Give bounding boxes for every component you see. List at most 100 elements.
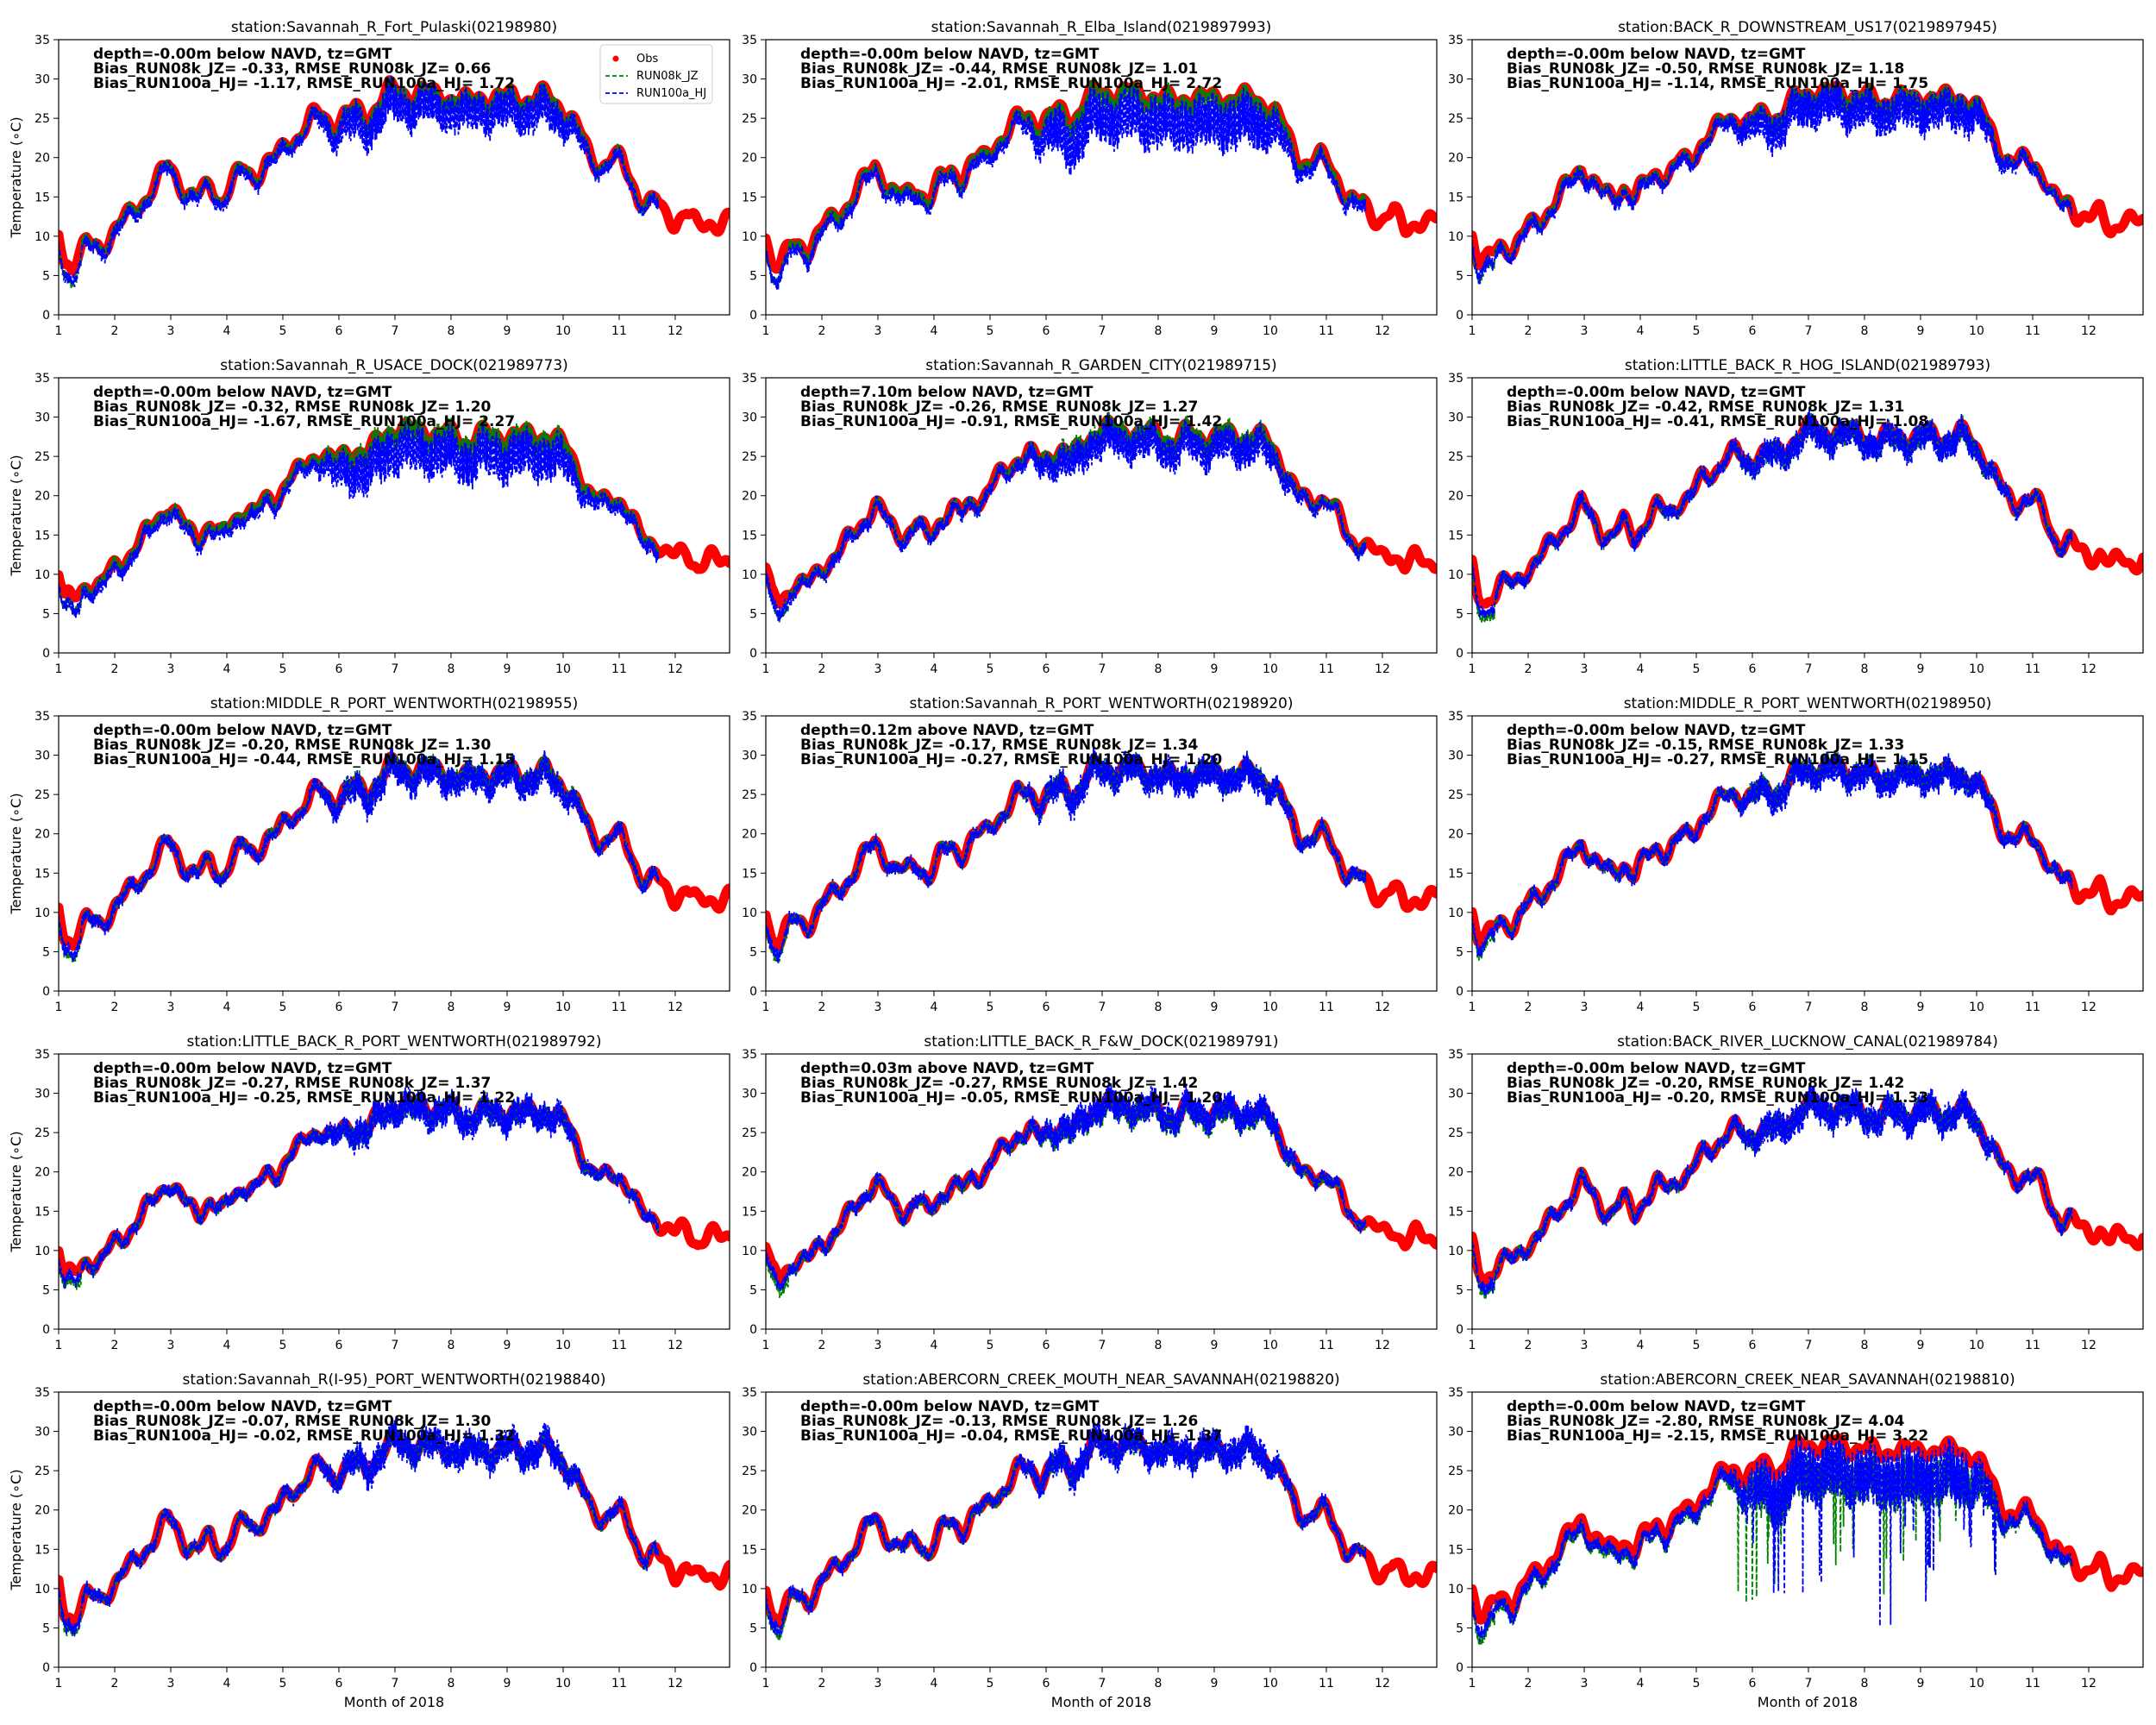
y-tick-label: 10 — [34, 1583, 50, 1596]
stats-annotation: Bias_RUN08k_JZ= -0.26, RMSE_RUN08k_JZ= 1… — [800, 398, 1198, 416]
axes-frame — [1471, 39, 2144, 316]
axes-frame — [765, 377, 1438, 654]
stats-annotation: Bias_RUN100a_HJ= -0.27, RMSE_RUN100a_HJ=… — [1507, 751, 1928, 768]
x-tick-label: 8 — [1861, 1000, 1869, 1014]
y-tick-label: 0 — [42, 647, 50, 661]
plot-area — [59, 416, 730, 619]
x-tick-label: 8 — [1861, 324, 1869, 338]
x-tick-label: 10 — [1263, 1677, 1278, 1690]
x-tick-label: 5 — [1693, 662, 1701, 676]
stats-annotation: Bias_RUN100a_HJ= -2.15, RMSE_RUN100a_HJ=… — [1507, 1427, 1928, 1445]
y-tick-label: 5 — [1456, 945, 1463, 959]
x-tick-label: 7 — [392, 1677, 399, 1690]
y-tick-label: 30 — [34, 73, 50, 87]
axes-frame — [765, 1053, 1438, 1330]
plot-area — [59, 1086, 730, 1290]
y-tick-label: 15 — [742, 1205, 757, 1219]
y-tick-label: 30 — [34, 1426, 50, 1440]
x-tick-label: 7 — [1805, 1000, 1813, 1014]
x-tick-label: 2 — [111, 1339, 119, 1352]
y-tick-label: 25 — [742, 788, 757, 802]
y-tick-label: 15 — [34, 1543, 50, 1557]
x-tick-label: 8 — [1155, 662, 1163, 676]
x-tick-label: 7 — [1099, 324, 1106, 338]
y-tick-label: 0 — [42, 309, 50, 323]
panel: station:BACK_RIVER_LUCKNOW_CANAL(0219897… — [1448, 1033, 2144, 1352]
y-tick-label: 0 — [1456, 1661, 1463, 1675]
x-tick-label: 3 — [1581, 324, 1589, 338]
y-tick-label: 0 — [42, 1323, 50, 1337]
plot-area — [766, 1420, 1437, 1641]
plot-area — [59, 75, 730, 289]
plot-area — [59, 1419, 730, 1638]
y-tick-label: 10 — [34, 1245, 50, 1258]
y-tick-label: 25 — [1448, 112, 1463, 126]
x-tick-label: 12 — [667, 1339, 683, 1352]
x-tick-label: 8 — [448, 1000, 455, 1014]
series-run100a-hj — [766, 746, 1367, 963]
y-tick-label: 25 — [1448, 450, 1463, 464]
x-tick-label: 10 — [1969, 1339, 1984, 1352]
x-tick-label: 5 — [987, 1677, 994, 1690]
y-tick-label: 5 — [1456, 1283, 1463, 1297]
x-tick-label: 12 — [667, 1677, 683, 1690]
x-tick-label: 6 — [335, 1000, 343, 1014]
panel-title: station:BACK_RIVER_LUCKNOW_CANAL(0219897… — [1617, 1033, 1998, 1051]
y-tick-label: 25 — [1448, 1465, 1463, 1478]
y-tick-label: 5 — [42, 1622, 50, 1635]
series-run100a-hj — [766, 412, 1367, 622]
stats-annotation: depth=-0.00m below NAVD, tz=GMT — [1507, 1398, 1806, 1415]
legend-marker — [612, 55, 619, 62]
axes-frame — [58, 1053, 730, 1330]
y-tick-label: 20 — [34, 828, 50, 842]
x-tick-label: 8 — [448, 1677, 455, 1690]
axes-frame — [1471, 715, 2144, 992]
y-tick-label: 5 — [1456, 607, 1463, 621]
x-tick-label: 10 — [1263, 1339, 1278, 1352]
x-tick-label: 4 — [1637, 1000, 1645, 1014]
x-tick-label: 2 — [111, 1677, 119, 1690]
x-tick-label: 3 — [167, 324, 175, 338]
x-tick-label: 8 — [1861, 1677, 1869, 1690]
x-tick-label: 10 — [555, 662, 571, 676]
y-tick-label: 25 — [742, 1126, 757, 1140]
x-tick-label: 8 — [448, 1339, 455, 1352]
y-tick-label: 5 — [749, 1283, 757, 1297]
x-tick-label: 2 — [1525, 324, 1532, 338]
y-tick-label: 20 — [742, 828, 757, 842]
y-tick-label: 15 — [1448, 191, 1463, 204]
x-tick-label: 4 — [931, 324, 938, 338]
x-tick-label: 11 — [611, 324, 627, 338]
series-run100a-hj — [1472, 80, 2073, 285]
x-tick-label: 7 — [1099, 1677, 1106, 1690]
stats-annotation: Bias_RUN100a_HJ= -0.91, RMSE_RUN100a_HJ=… — [800, 413, 1222, 430]
panel-title: station:Savannah_R_Elba_Island(021989799… — [931, 19, 1272, 36]
x-tick-label: 9 — [504, 1339, 511, 1352]
y-tick-label: 25 — [742, 1465, 757, 1478]
x-tick-label: 3 — [167, 1000, 175, 1014]
panel-title: station:LITTLE_BACK_R_F&W_DOCK(021989791… — [924, 1033, 1278, 1051]
x-tick-label: 10 — [555, 1000, 571, 1014]
y-tick-label: 25 — [742, 450, 757, 464]
y-tick-label: 0 — [1456, 309, 1463, 323]
y-tick-label: 10 — [742, 1245, 757, 1258]
panel: station:ABERCORN_CREEK_MOUTH_NEAR_SAVANN… — [742, 1371, 1438, 1710]
y-tick-label: 15 — [1448, 1205, 1463, 1219]
y-tick-label: 35 — [34, 372, 50, 386]
y-tick-label: 35 — [742, 710, 757, 724]
stats-annotation: Bias_RUN08k_JZ= -0.32, RMSE_RUN08k_JZ= 1… — [93, 398, 492, 416]
x-tick-label: 11 — [611, 1000, 627, 1014]
panel-title: station:ABERCORN_CREEK_MOUTH_NEAR_SAVANN… — [862, 1371, 1339, 1389]
x-tick-label: 2 — [818, 1000, 826, 1014]
y-tick-label: 15 — [742, 867, 757, 881]
x-tick-label: 2 — [1525, 1339, 1532, 1352]
x-tick-label: 11 — [2025, 662, 2040, 676]
stats-annotation: Bias_RUN100a_HJ= -0.27, RMSE_RUN100a_HJ=… — [800, 751, 1222, 768]
panel: station:Savannah_R_Elba_Island(021989799… — [742, 19, 1438, 338]
y-tick-label: 10 — [1448, 1583, 1463, 1596]
stats-annotation: depth=-0.00m below NAVD, tz=GMT — [93, 722, 392, 739]
x-tick-label: 7 — [1099, 1339, 1106, 1352]
y-tick-label: 30 — [742, 411, 757, 425]
x-tick-label: 3 — [1581, 1677, 1589, 1690]
